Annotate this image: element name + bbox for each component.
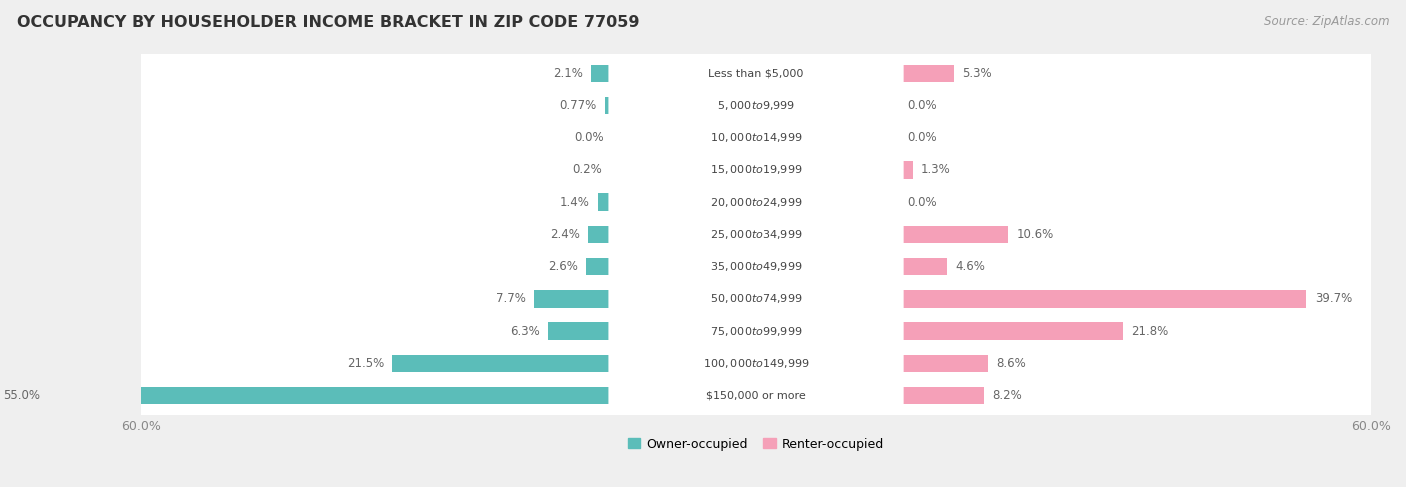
FancyBboxPatch shape xyxy=(132,277,1379,320)
FancyBboxPatch shape xyxy=(132,52,1379,95)
Bar xyxy=(591,65,613,82)
Text: 1.4%: 1.4% xyxy=(560,196,591,209)
Text: 0.0%: 0.0% xyxy=(908,131,938,144)
FancyBboxPatch shape xyxy=(609,341,904,386)
Text: 0.0%: 0.0% xyxy=(908,196,938,209)
Text: 8.6%: 8.6% xyxy=(995,357,1025,370)
Bar xyxy=(49,387,613,404)
Bar xyxy=(900,387,984,404)
Text: 4.6%: 4.6% xyxy=(955,260,984,273)
Text: 5.3%: 5.3% xyxy=(962,67,991,80)
Text: 0.0%: 0.0% xyxy=(575,131,605,144)
FancyBboxPatch shape xyxy=(609,148,904,192)
FancyBboxPatch shape xyxy=(132,116,1379,160)
Bar xyxy=(392,355,613,372)
Text: 1.3%: 1.3% xyxy=(921,164,950,176)
Text: $100,000 to $149,999: $100,000 to $149,999 xyxy=(703,357,810,370)
Text: 8.2%: 8.2% xyxy=(991,389,1022,402)
Text: 7.7%: 7.7% xyxy=(495,292,526,305)
FancyBboxPatch shape xyxy=(609,244,904,289)
Bar xyxy=(588,226,613,243)
FancyBboxPatch shape xyxy=(132,374,1379,417)
FancyBboxPatch shape xyxy=(609,212,904,257)
Text: $5,000 to $9,999: $5,000 to $9,999 xyxy=(717,99,796,112)
Bar xyxy=(900,355,987,372)
Bar xyxy=(900,258,946,275)
Text: 0.2%: 0.2% xyxy=(572,164,602,176)
Bar xyxy=(598,193,613,211)
Text: 21.8%: 21.8% xyxy=(1132,325,1168,337)
Text: $50,000 to $74,999: $50,000 to $74,999 xyxy=(710,292,803,305)
FancyBboxPatch shape xyxy=(609,277,904,321)
FancyBboxPatch shape xyxy=(609,180,904,225)
FancyBboxPatch shape xyxy=(132,84,1379,127)
Text: $35,000 to $49,999: $35,000 to $49,999 xyxy=(710,260,803,273)
FancyBboxPatch shape xyxy=(132,213,1379,256)
FancyBboxPatch shape xyxy=(132,245,1379,288)
Text: $20,000 to $24,999: $20,000 to $24,999 xyxy=(710,196,803,209)
Bar xyxy=(900,322,1123,340)
FancyBboxPatch shape xyxy=(609,83,904,128)
Text: 39.7%: 39.7% xyxy=(1315,292,1353,305)
Text: 10.6%: 10.6% xyxy=(1017,228,1053,241)
Text: 2.1%: 2.1% xyxy=(553,67,583,80)
Text: $10,000 to $14,999: $10,000 to $14,999 xyxy=(710,131,803,144)
Legend: Owner-occupied, Renter-occupied: Owner-occupied, Renter-occupied xyxy=(623,432,889,455)
Text: $150,000 or more: $150,000 or more xyxy=(706,391,806,400)
Bar xyxy=(900,226,1008,243)
Text: Source: ZipAtlas.com: Source: ZipAtlas.com xyxy=(1264,15,1389,28)
FancyBboxPatch shape xyxy=(609,115,904,160)
FancyBboxPatch shape xyxy=(132,181,1379,224)
Text: 0.0%: 0.0% xyxy=(908,99,938,112)
Bar xyxy=(586,258,613,275)
FancyBboxPatch shape xyxy=(609,51,904,95)
Text: $75,000 to $99,999: $75,000 to $99,999 xyxy=(710,325,803,337)
Bar xyxy=(610,161,613,179)
FancyBboxPatch shape xyxy=(132,148,1379,192)
Bar xyxy=(900,161,912,179)
Text: Less than $5,000: Less than $5,000 xyxy=(709,68,804,78)
Bar xyxy=(548,322,613,340)
FancyBboxPatch shape xyxy=(132,309,1379,353)
Text: 2.6%: 2.6% xyxy=(548,260,578,273)
Text: 21.5%: 21.5% xyxy=(347,357,384,370)
Text: OCCUPANCY BY HOUSEHOLDER INCOME BRACKET IN ZIP CODE 77059: OCCUPANCY BY HOUSEHOLDER INCOME BRACKET … xyxy=(17,15,640,30)
Text: 0.77%: 0.77% xyxy=(560,99,596,112)
FancyBboxPatch shape xyxy=(609,373,904,418)
Text: $15,000 to $19,999: $15,000 to $19,999 xyxy=(710,164,803,176)
Text: 6.3%: 6.3% xyxy=(510,325,540,337)
Text: 55.0%: 55.0% xyxy=(4,389,41,402)
Bar xyxy=(900,65,953,82)
FancyBboxPatch shape xyxy=(609,309,904,354)
Bar xyxy=(605,97,613,114)
Bar xyxy=(534,290,613,308)
Text: $25,000 to $34,999: $25,000 to $34,999 xyxy=(710,228,803,241)
Text: 2.4%: 2.4% xyxy=(550,228,579,241)
Bar xyxy=(900,290,1306,308)
FancyBboxPatch shape xyxy=(132,341,1379,385)
